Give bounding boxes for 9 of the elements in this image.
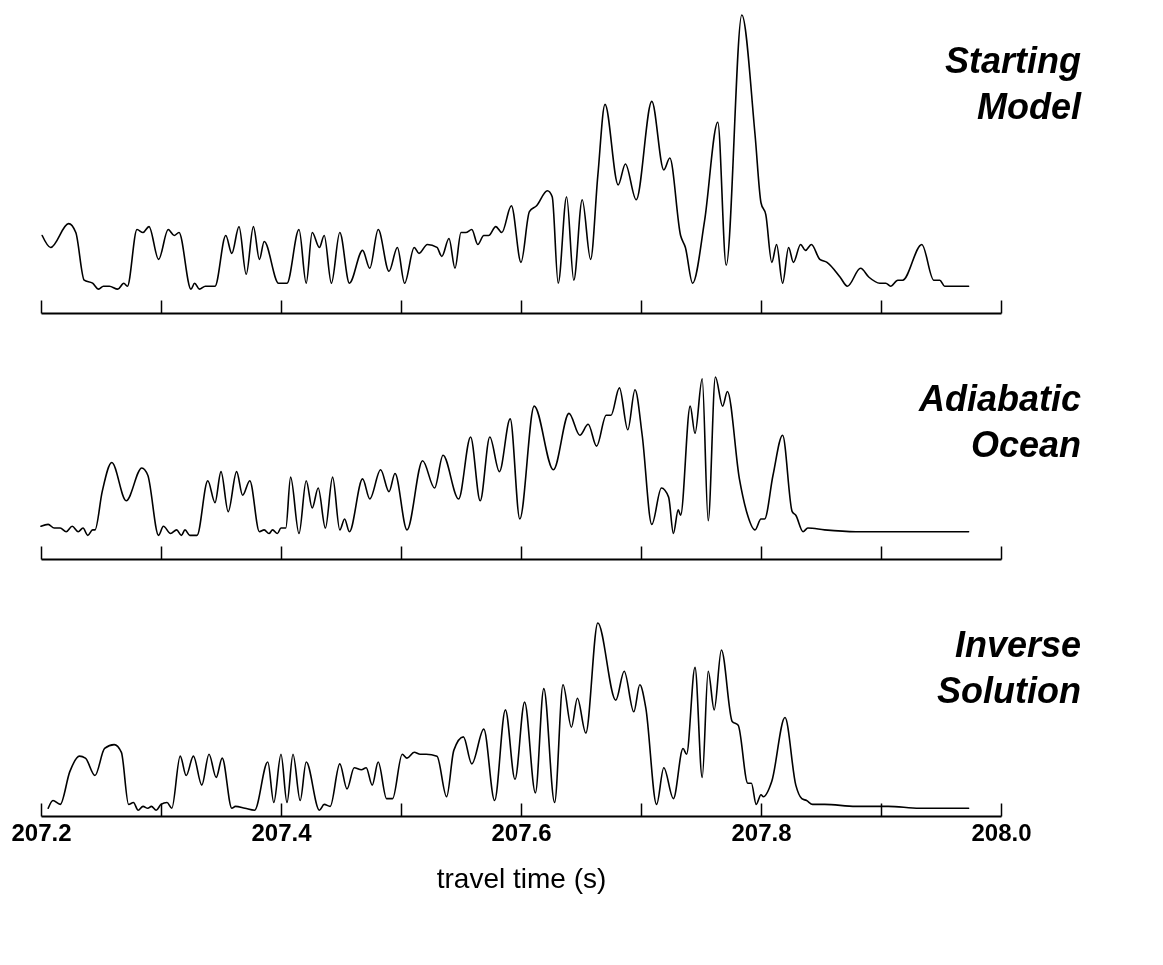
text: Inverse Solution: [937, 624, 1081, 711]
text: Starting Model: [944, 40, 1082, 127]
x-tick-label: 207.8: [731, 818, 792, 846]
x-tick-label: 207.6: [491, 818, 552, 846]
x-tick-label: 207.4: [251, 818, 313, 846]
x-axis-title: travel time (s): [436, 862, 607, 894]
x-tick-label: 208.0: [971, 818, 1032, 846]
x-tick-label: 207.2: [11, 818, 72, 846]
series-label: Adiabatic Ocean: [917, 378, 1081, 465]
